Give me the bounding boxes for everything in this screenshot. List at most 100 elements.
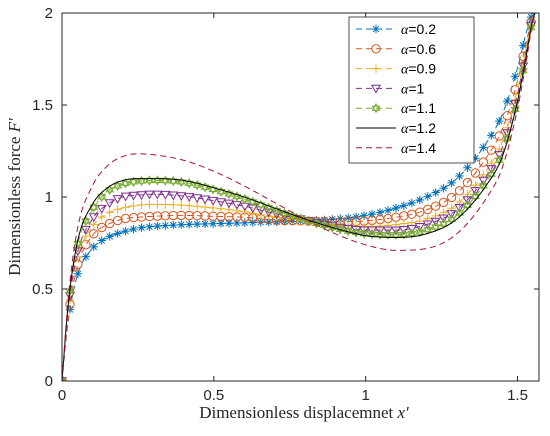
series-4-marker xyxy=(398,226,409,235)
series-1-marker xyxy=(89,242,98,252)
series-4-marker xyxy=(223,199,235,209)
series-1-marker xyxy=(510,72,520,81)
series-1-marker xyxy=(383,206,393,215)
series-2-marker xyxy=(535,0,543,8)
series-line-6 xyxy=(62,13,536,381)
series-4-marker xyxy=(535,1,543,8)
series-4-marker xyxy=(430,217,441,227)
series-5-marker xyxy=(399,229,409,240)
series-1-marker xyxy=(431,188,440,197)
series-3-marker xyxy=(487,159,496,168)
series-4-marker xyxy=(247,204,258,214)
series-3-marker xyxy=(121,203,130,212)
series-1-marker xyxy=(479,143,488,152)
series-4-marker xyxy=(406,224,417,234)
x-axis-title: Dimensionless displacemnet x′ xyxy=(199,403,409,422)
series-4-marker xyxy=(390,226,401,236)
series-4-marker xyxy=(207,196,219,206)
series-5-marker xyxy=(383,229,393,240)
series-5-marker xyxy=(454,207,465,219)
series-1-marker xyxy=(487,131,496,140)
series-1-marker xyxy=(447,178,456,188)
legend-marker xyxy=(370,84,382,94)
series-1-marker xyxy=(169,220,178,230)
series-5-marker xyxy=(113,180,123,192)
series-1-marker xyxy=(73,269,83,278)
series-2-marker xyxy=(486,145,496,155)
series-1-marker xyxy=(399,201,409,210)
series-1-marker xyxy=(177,220,186,229)
series-6 xyxy=(62,13,536,381)
series-1-marker xyxy=(328,215,337,224)
series-4-marker xyxy=(200,195,211,205)
series-4-marker xyxy=(168,191,179,201)
series-1-marker xyxy=(359,211,369,220)
series-4-marker xyxy=(160,190,171,200)
series-1-marker xyxy=(240,218,250,227)
series-1-marker xyxy=(192,219,202,229)
series-3-marker xyxy=(503,123,512,132)
legend-marker xyxy=(371,24,381,34)
series-3-marker xyxy=(471,181,480,190)
series-4-marker xyxy=(414,222,425,232)
series-5-marker xyxy=(160,175,170,186)
legend-label: α=1.2 xyxy=(401,120,436,137)
series-1-marker xyxy=(256,218,265,227)
y-tick-label: 1 xyxy=(45,189,53,206)
series-4-marker xyxy=(335,223,346,233)
series-4-marker xyxy=(152,190,163,200)
series-1-marker xyxy=(65,305,75,314)
series-3-marker xyxy=(161,200,170,209)
series-3-marker xyxy=(479,170,488,180)
series-1-marker xyxy=(455,171,464,181)
series-1-marker xyxy=(81,252,91,261)
series-5-marker xyxy=(89,202,99,213)
series-1-marker xyxy=(200,219,210,229)
series-3-marker xyxy=(439,208,448,217)
series-5-marker xyxy=(447,214,457,225)
series-5-marker xyxy=(129,176,139,188)
series-2-marker xyxy=(423,204,433,215)
series-3-marker xyxy=(383,221,393,230)
x-tick-label: 1 xyxy=(361,387,369,404)
series-4-marker xyxy=(494,151,505,160)
series-4-marker xyxy=(454,203,465,213)
series-5-marker xyxy=(415,226,425,238)
series-3-marker xyxy=(177,200,186,210)
y-tick-label: 0.5 xyxy=(32,281,53,298)
series-3-marker xyxy=(145,200,154,209)
series-5-marker xyxy=(391,229,401,240)
legend-marker xyxy=(371,64,381,73)
series-4-marker xyxy=(359,226,370,236)
series-3-marker xyxy=(169,200,178,209)
series-1-marker xyxy=(129,224,138,234)
series-3-marker xyxy=(129,201,138,211)
series-1-marker xyxy=(272,217,281,226)
series-2-marker xyxy=(399,211,409,221)
series-5-marker xyxy=(121,178,131,189)
y-tick-label: 0 xyxy=(45,373,53,390)
series-1-marker xyxy=(367,209,377,219)
series-1-marker xyxy=(185,220,194,229)
series-1-marker xyxy=(232,218,242,228)
series-1-marker xyxy=(423,192,432,201)
series-4-marker xyxy=(374,226,386,236)
series-2-marker xyxy=(391,212,401,222)
series-5-marker xyxy=(62,375,67,381)
series-1-marker xyxy=(145,222,154,231)
series-1-marker xyxy=(471,154,480,163)
series-1-marker xyxy=(216,219,226,228)
series-2-marker xyxy=(89,229,99,239)
series-2-marker xyxy=(81,240,91,250)
series-4-marker xyxy=(192,194,203,204)
series-5-marker xyxy=(168,175,178,187)
series-4-marker xyxy=(136,191,147,201)
series-2-marker xyxy=(105,218,115,229)
series-1-marker xyxy=(526,13,536,22)
series-1-marker xyxy=(224,219,234,228)
series-4-marker xyxy=(184,193,195,202)
series-4-marker xyxy=(80,225,91,235)
series-3-marker xyxy=(185,201,194,210)
series-1-marker xyxy=(535,0,543,8)
